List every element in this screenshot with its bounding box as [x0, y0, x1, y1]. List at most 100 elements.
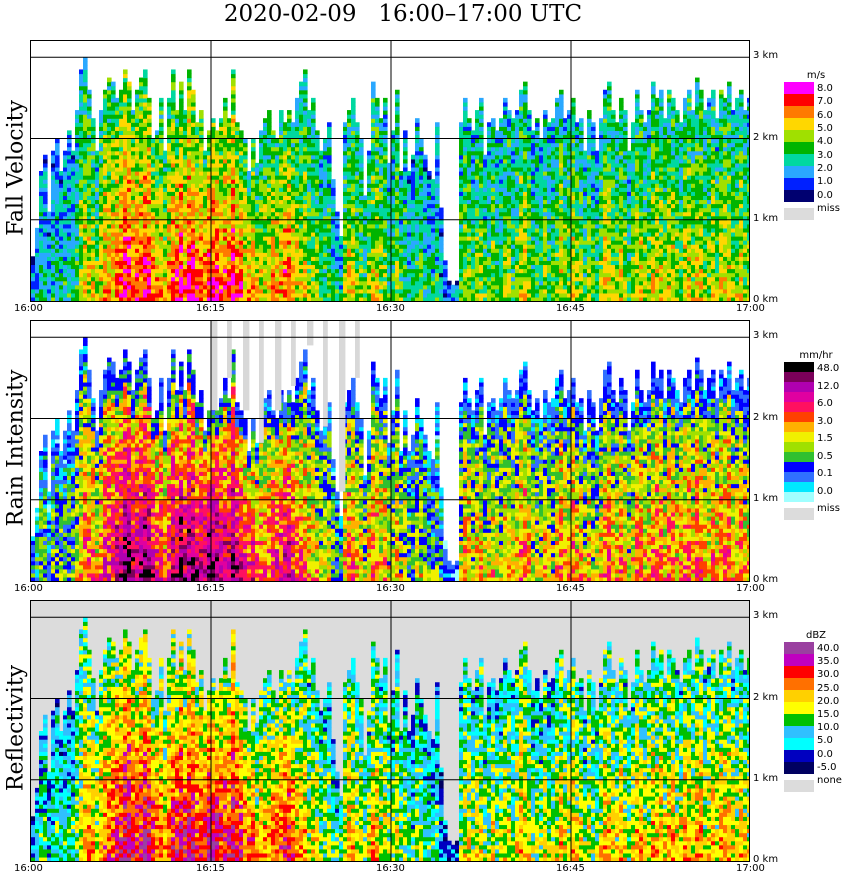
heatmap-cell [187, 191, 192, 196]
heatmap-cell [275, 219, 280, 225]
heatmap-cell [479, 252, 484, 257]
heatmap-cell [87, 171, 92, 176]
heatmap-cell [383, 130, 388, 136]
heatmap-cell [327, 154, 332, 160]
heatmap-cell [475, 252, 480, 257]
heatmap-cell [139, 93, 144, 99]
heatmap-cell [315, 142, 320, 148]
heatmap-cell [215, 284, 220, 290]
heatmap-cell [367, 215, 372, 221]
heatmap-cell [187, 219, 192, 225]
heatmap-cell [203, 154, 208, 160]
heatmap-cell [375, 264, 380, 270]
heatmap-cell [379, 292, 384, 298]
heatmap-cell [279, 292, 284, 298]
heatmap-cell [479, 256, 484, 261]
heatmap-column [467, 118, 472, 301]
heatmap-cell [171, 227, 176, 233]
heatmap-cell [219, 166, 224, 172]
heatmap-cell [323, 195, 328, 201]
heatmap-cell [483, 207, 488, 213]
heatmap-cell [271, 154, 276, 160]
heatmap-cell [187, 288, 192, 294]
heatmap-cell [135, 195, 140, 201]
heatmap-cell [491, 191, 496, 196]
heatmap-cell [39, 223, 44, 229]
heatmap-cell [115, 272, 120, 278]
heatmap-cell [111, 236, 116, 241]
heatmap-cell [487, 134, 492, 140]
heatmap-cell [199, 199, 204, 205]
heatmap-column [219, 118, 224, 301]
heatmap-cell [115, 223, 120, 229]
heatmap-cell [403, 292, 408, 298]
heatmap-cell [267, 211, 272, 217]
heatmap-cell [447, 296, 452, 301]
heatmap-cell [163, 171, 168, 176]
heatmap-cell [259, 272, 264, 278]
heatmap-cell [315, 256, 320, 261]
heatmap-cell [159, 207, 164, 213]
heatmap-cell [299, 166, 304, 172]
heatmap-cell [47, 272, 52, 278]
heatmap-cell [407, 236, 412, 241]
heatmap-cell [191, 183, 196, 188]
heatmap-cell [43, 264, 48, 270]
heatmap-cell [295, 280, 300, 286]
heatmap-cell [311, 114, 316, 119]
heatmap-cell [215, 166, 220, 172]
heatmap-cell [59, 203, 64, 209]
heatmap-cell [383, 175, 388, 180]
heatmap-cell [143, 183, 148, 188]
heatmap-cell [159, 142, 164, 148]
heatmap-cell [411, 162, 416, 168]
heatmap-cell [479, 215, 484, 221]
heatmap-cell [75, 195, 80, 201]
heatmap-cell [55, 256, 60, 261]
heatmap-cell [175, 191, 180, 196]
heatmap-cell [479, 219, 484, 225]
heatmap-cell [307, 244, 312, 249]
heatmap-cell [459, 171, 464, 176]
heatmap-cell [399, 268, 404, 274]
heatmap-cell [299, 93, 304, 99]
heatmap-cell [47, 240, 52, 245]
heatmap-cell [239, 154, 244, 160]
heatmap-cell [287, 231, 292, 237]
heatmap-cell [155, 162, 160, 168]
heatmap-cell [251, 292, 256, 298]
heatmap-cell [491, 126, 496, 131]
heatmap-cell [323, 244, 328, 249]
heatmap-cell [247, 171, 252, 176]
heatmap-cell [223, 280, 228, 286]
heatmap-cell [423, 219, 428, 225]
heatmap-cell [419, 138, 424, 144]
heatmap-cell [83, 69, 88, 75]
heatmap-cell [323, 276, 328, 282]
heatmap-cell [79, 284, 84, 290]
heatmap-cell [447, 280, 452, 286]
heatmap-cell [75, 256, 80, 261]
heatmap-cell [171, 244, 176, 249]
heatmap-cell [295, 256, 300, 261]
heatmap-cell [151, 284, 156, 290]
heatmap-cell [327, 195, 332, 201]
heatmap-cell [191, 227, 196, 233]
heatmap-cell [259, 199, 264, 205]
heatmap-cell [423, 179, 428, 184]
heatmap-cell [291, 284, 296, 290]
heatmap-cell [467, 288, 472, 294]
heatmap-cell [283, 236, 288, 241]
heatmap-cell [475, 207, 480, 213]
heatmap-cell [131, 284, 136, 290]
heatmap-cell [207, 280, 212, 286]
heatmap-cell [103, 175, 108, 180]
heatmap-cell [463, 296, 468, 301]
heatmap-cell [95, 272, 100, 278]
heatmap-cell [303, 162, 308, 168]
heatmap-cell [39, 231, 44, 237]
heatmap-cell [211, 146, 216, 152]
heatmap-cell [307, 142, 312, 148]
heatmap-cell [495, 292, 500, 298]
heatmap-cell [287, 150, 292, 156]
